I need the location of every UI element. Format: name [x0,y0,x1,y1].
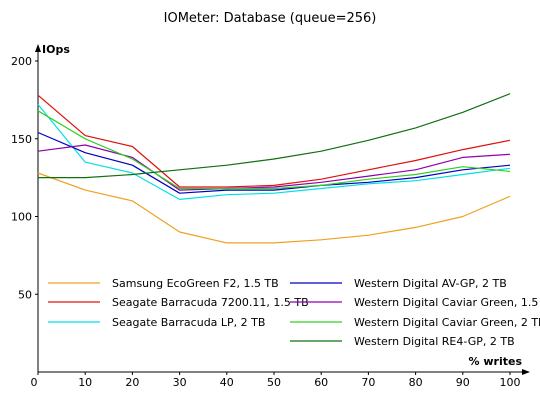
legend-item: Samsung EcoGreen F2, 1.5 TB [48,277,279,290]
chart-title: IOMeter: Database (queue=256) [164,11,377,26]
y-tick-label: 50 [18,288,32,301]
series-line-0 [37,172,511,244]
x-tick-label: 30 [173,376,187,389]
x-tick-label: 100 [500,376,521,389]
x-tick-label: 60 [314,376,328,389]
legend-item: Seagate Barracuda LP, 2 TB [48,316,265,329]
y-tick-label: 150 [11,133,32,146]
legend-item: Western Digital AV-GP, 2 TB [290,277,507,290]
x-tick-label: 0 [31,376,38,389]
legend-label: Western Digital Caviar Green, 2 TB [354,316,540,329]
legend-item: Seagate Barracuda 7200.11, 1.5 TB [48,296,309,309]
y-tick-label: 100 [11,211,32,224]
series-line-4 [37,144,511,191]
legend-label: Western Digital Caviar Green, 1.5 TB [354,296,540,309]
series-line-3 [37,131,511,194]
legend-item: Western Digital Caviar Green, 2 TB [290,316,540,329]
legend-label: Seagate Barracuda 7200.11, 1.5 TB [112,296,309,309]
y-tick-label: 200 [11,55,32,68]
y-axis-label: IOps [42,43,70,56]
x-tick-label: 10 [78,376,92,389]
x-axis-label: % writes [469,355,523,368]
x-tick-label: 80 [409,376,423,389]
legend-item: Western Digital RE4-GP, 2 TB [290,335,515,348]
y-ticks: 50 100 150 200 [11,55,38,301]
legend-label: Western Digital RE4-GP, 2 TB [354,335,515,348]
y-axis-arrow [35,44,41,52]
series-lines [37,93,511,244]
legend-label: Samsung EcoGreen F2, 1.5 TB [112,277,279,290]
series-line-2 [37,104,511,200]
x-axis-arrow [522,369,530,375]
x-tick-label: 90 [456,376,470,389]
legend-label: Western Digital AV-GP, 2 TB [354,277,507,290]
x-ticks: 0 10 20 30 40 50 60 70 80 90 100 [31,372,521,389]
series-line-5 [37,110,511,190]
x-tick-label: 50 [267,376,281,389]
legend-label: Seagate Barracuda LP, 2 TB [112,316,265,329]
series-line-6 [38,93,511,179]
x-tick-label: 40 [220,376,234,389]
series-line-1 [37,94,511,188]
x-tick-label: 70 [361,376,375,389]
legend-item: Western Digital Caviar Green, 1.5 TB [290,296,540,309]
legend: Samsung EcoGreen F2, 1.5 TB Seagate Barra… [48,277,540,348]
x-tick-label: 20 [125,376,139,389]
